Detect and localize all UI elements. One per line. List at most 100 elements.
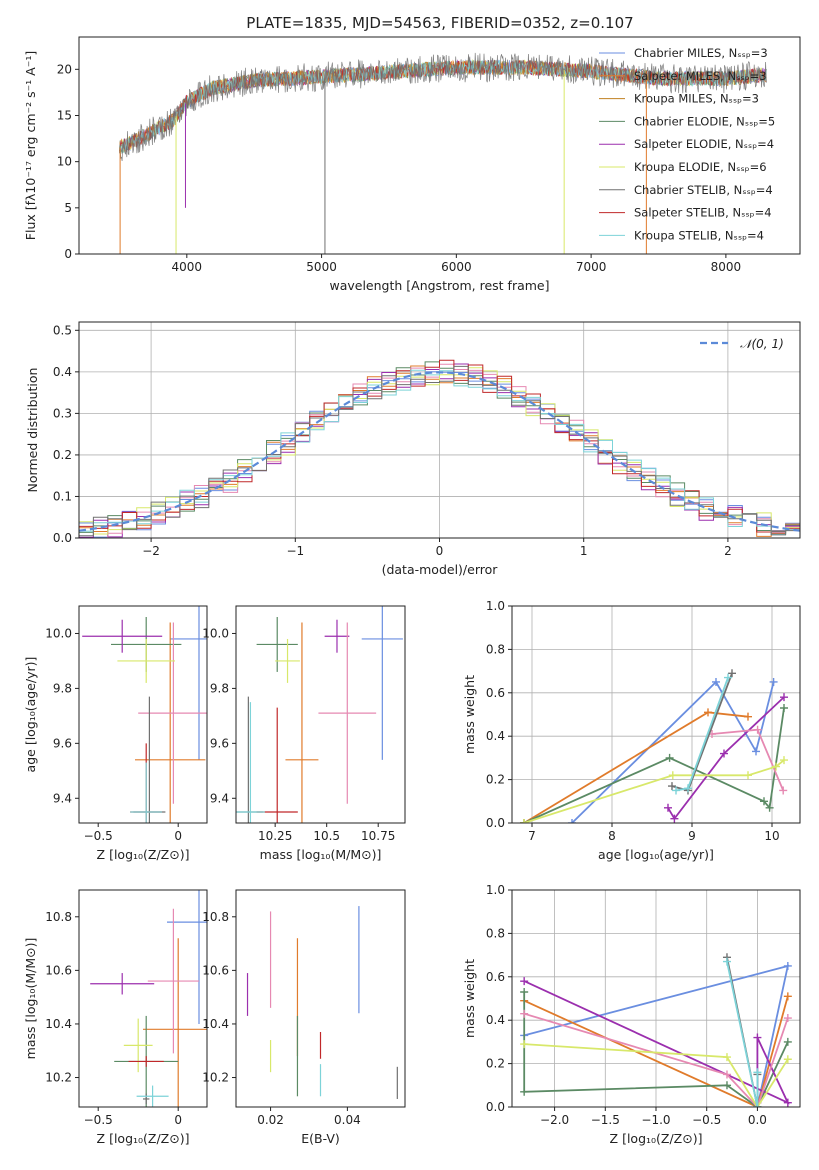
x-tick-label: 0.04 <box>334 1113 361 1127</box>
weight-marker <box>780 756 788 765</box>
weight-marker <box>520 1009 529 1018</box>
legend: 𝒩(0, 1) <box>700 337 784 351</box>
x-tick-label: 5000 <box>306 260 337 274</box>
y-tick-label: 0.6 <box>486 686 505 700</box>
legend-entry: Salpeter ELODIE, Nₛₛₚ=4 <box>634 137 774 151</box>
y-tick-label: 9.6 <box>210 736 229 750</box>
age-vs-mass-plot-area <box>236 606 403 823</box>
y-tick-label: 0.8 <box>486 926 505 940</box>
y-tick-label: 0.6 <box>486 970 505 984</box>
x-tick-label: −1 <box>286 544 304 558</box>
y-tick-label: 0.1 <box>53 489 72 503</box>
weight-marker <box>672 786 680 795</box>
y-tick-label: 10 <box>57 155 72 169</box>
weight-marker <box>568 819 576 823</box>
weight-marker <box>520 819 528 823</box>
x-axis-label: (data-model)/error <box>382 562 499 577</box>
y-tick-label: 1.0 <box>486 883 505 897</box>
x-tick-label: −2.0 <box>540 1113 569 1127</box>
x-tick-label: 4000 <box>172 260 203 274</box>
x-axis-label: mass [log₁₀(M/M⊙)] <box>260 847 382 862</box>
y-tick-label: 10.2 <box>202 1071 229 1085</box>
weight-marker <box>779 786 788 795</box>
gaussian-curve <box>79 371 800 532</box>
residual-histogram-plot-area <box>79 322 800 538</box>
histogram-series <box>79 367 800 535</box>
x-axis-label: Z [log₁₀(Z/Z⊙)] <box>610 1131 703 1146</box>
weight-marker <box>772 762 780 771</box>
y-tick-label: 10.4 <box>45 1017 72 1031</box>
y-axis-label: age [log₁₀(age/yr)] <box>23 657 38 773</box>
weight-marker <box>783 1037 792 1046</box>
weight-marker <box>765 803 774 812</box>
y-tick-label: 5 <box>64 201 72 215</box>
y-tick-label: 10.8 <box>45 910 72 924</box>
weight-vs-z-axes: −2.0 −1.5 −1.0 −0.5 0.0 0.0 0.2 0.4 0.6 0.8 1.0 Z [… <box>462 883 801 1146</box>
y-tick-label: 0.3 <box>53 406 72 420</box>
y-tick-label: 20 <box>57 62 72 76</box>
weight-series <box>523 759 785 823</box>
x-tick-label: 0 <box>436 544 444 558</box>
y-axis-label: mass [log₁₀(M/M⊙)] <box>23 938 38 1060</box>
x-tick-label: −0.5 <box>84 829 113 843</box>
y-tick-label: 0.4 <box>486 729 505 743</box>
axes-frame <box>78 889 208 1108</box>
x-tick-label: 0.0 <box>748 1113 767 1127</box>
y-tick-label: 0.0 <box>486 816 505 830</box>
axes-frame <box>235 605 406 824</box>
weight-marker <box>752 747 760 756</box>
x-axis-label: E(B-V) <box>301 1131 340 1146</box>
x-tick-label: 10.5 <box>313 829 340 843</box>
y-tick-label: 10.8 <box>202 910 229 924</box>
x-tick-label: 10 <box>764 829 779 843</box>
weight-marker <box>780 693 788 702</box>
age-vs-z-plot-area <box>82 606 207 823</box>
x-tick-label: 9 <box>688 829 696 843</box>
weight-marker <box>722 1070 731 1079</box>
x-tick-label: 6000 <box>441 260 472 274</box>
x-tick-label: 8000 <box>711 260 742 274</box>
weight-marker <box>664 803 672 812</box>
y-tick-label: 0.2 <box>486 773 505 787</box>
y-tick-label: 0.4 <box>53 365 72 379</box>
weight-marker <box>684 784 692 793</box>
y-tick-label: 1.0 <box>486 599 505 613</box>
legend-entry: Kroupa MILES, Nₛₛₚ=3 <box>634 92 759 106</box>
residual-histogram-axes: −2 −1 0 1 2 0.0 0.1 0.2 0.3 0.4 0.5 (data-model)/er… <box>25 321 801 577</box>
weight-marker <box>783 992 792 1001</box>
y-tick-label: 10.0 <box>45 626 72 640</box>
y-tick-label: 0.0 <box>486 1100 505 1114</box>
legend-entry: Kroupa STELIB, Nₛₛₚ=4 <box>634 228 764 242</box>
weight-vs-z-plot-area <box>512 890 800 1107</box>
x-tick-label: 0 <box>174 1113 182 1127</box>
weight-marker <box>783 1098 792 1107</box>
weight-marker <box>520 987 529 996</box>
weight-marker <box>520 1087 529 1096</box>
y-tick-label: 0.2 <box>53 448 72 462</box>
y-tick-label: 0 <box>64 247 72 261</box>
weight-marker <box>753 1103 762 1107</box>
x-axis-label: Z [log₁₀(Z/Z⊙)] <box>97 1131 190 1146</box>
weight-marker <box>783 1055 792 1064</box>
weight-marker <box>704 708 712 717</box>
x-tick-label: −0.5 <box>84 1113 113 1127</box>
weight-marker <box>753 1033 762 1042</box>
legend-entry: Salpeter MILES, Nₛₛₚ=3 <box>634 69 767 83</box>
figure-title: PLATE=1835, MJD=54563, FIBERID=0352, z=0… <box>246 14 633 32</box>
x-axis-label: age [log₁₀(age/yr)] <box>598 847 714 862</box>
weight-vs-age-axes: 7 8 9 10 0.0 0.2 0.4 0.6 0.8 1.0 age [log₁₀(age/yr… <box>462 599 801 862</box>
weight-marker <box>520 977 529 986</box>
weight-marker <box>760 797 768 806</box>
y-axis-label: mass weight <box>462 675 477 754</box>
age-vs-z-axes: −0.5 0 9.4 9.6 9.8 10.0 Z [log₁₀(Z/Z⊙)] age [lo… <box>23 605 208 862</box>
y-axis-label: Normed distribution <box>25 368 40 493</box>
x-tick-label: −1.5 <box>591 1113 620 1127</box>
x-tick-label: 0.02 <box>257 1113 284 1127</box>
spectrum-plot-area <box>119 52 767 254</box>
weight-marker <box>783 1014 792 1023</box>
y-tick-label: 9.4 <box>210 791 229 805</box>
weight-marker <box>753 1068 762 1077</box>
y-tick-label: 15 <box>57 108 72 122</box>
